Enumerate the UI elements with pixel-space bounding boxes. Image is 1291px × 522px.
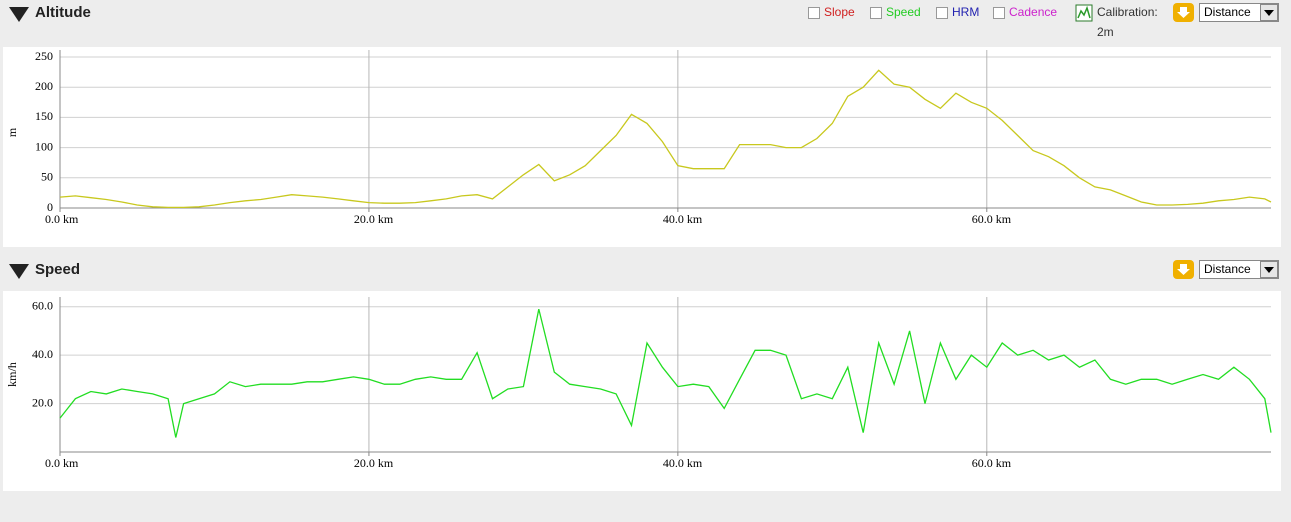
collapse-icon[interactable] bbox=[9, 7, 29, 22]
toggle-label[interactable]: Speed bbox=[886, 5, 921, 19]
y-tick-label: 0 bbox=[47, 200, 53, 214]
dropdown-value: Distance bbox=[1204, 262, 1251, 276]
y-axis-label: m bbox=[5, 127, 19, 137]
y-tick-label: 150 bbox=[35, 109, 53, 123]
toggle-label[interactable]: HRM bbox=[952, 5, 979, 19]
export-icon[interactable] bbox=[1173, 3, 1194, 22]
y-tick-label: 250 bbox=[35, 49, 53, 63]
calibration-value: 2m bbox=[1097, 25, 1114, 39]
altitude-panel bbox=[3, 47, 1281, 247]
panel-title: Altitude bbox=[35, 4, 91, 21]
toggle-checkbox[interactable] bbox=[936, 7, 948, 19]
export-icon[interactable] bbox=[1173, 260, 1194, 279]
x-tick-label: 0.0 km bbox=[45, 456, 79, 470]
x-tick-label: 60.0 km bbox=[972, 212, 1012, 226]
y-tick-label: 50 bbox=[41, 170, 53, 184]
y-tick-label: 60.0 bbox=[32, 298, 53, 312]
y-tick-label: 200 bbox=[35, 79, 53, 93]
x-tick-label: 20.0 km bbox=[354, 456, 394, 470]
toggle-checkbox[interactable] bbox=[870, 7, 882, 19]
x-tick-label: 40.0 km bbox=[663, 456, 703, 470]
dropdown[interactable]: Distance bbox=[1199, 260, 1279, 279]
speed-panel bbox=[3, 291, 1281, 491]
dropdown-value: Distance bbox=[1204, 5, 1251, 19]
toggle-label[interactable]: Slope bbox=[824, 5, 855, 19]
x-tick-label: 60.0 km bbox=[972, 456, 1012, 470]
toggle-checkbox[interactable] bbox=[808, 7, 820, 19]
toggle-label[interactable]: Cadence bbox=[1009, 5, 1057, 19]
x-tick-label: 40.0 km bbox=[663, 212, 703, 226]
data-line bbox=[59, 69, 1272, 209]
calibration-icon[interactable] bbox=[1075, 4, 1093, 22]
toggle-checkbox[interactable] bbox=[993, 7, 1005, 19]
data-line bbox=[59, 308, 1272, 438]
collapse-icon[interactable] bbox=[9, 264, 29, 279]
panel-title: Speed bbox=[35, 261, 80, 278]
x-tick-label: 20.0 km bbox=[354, 212, 394, 226]
y-tick-label: 100 bbox=[35, 139, 53, 153]
y-tick-label: 20.0 bbox=[32, 395, 53, 409]
y-tick-label: 40.0 bbox=[32, 347, 53, 361]
x-tick-label: 0.0 km bbox=[45, 212, 79, 226]
dropdown[interactable]: Distance bbox=[1199, 3, 1279, 22]
calibration-label: Calibration: bbox=[1097, 5, 1158, 19]
y-axis-label: km/h bbox=[5, 362, 19, 387]
